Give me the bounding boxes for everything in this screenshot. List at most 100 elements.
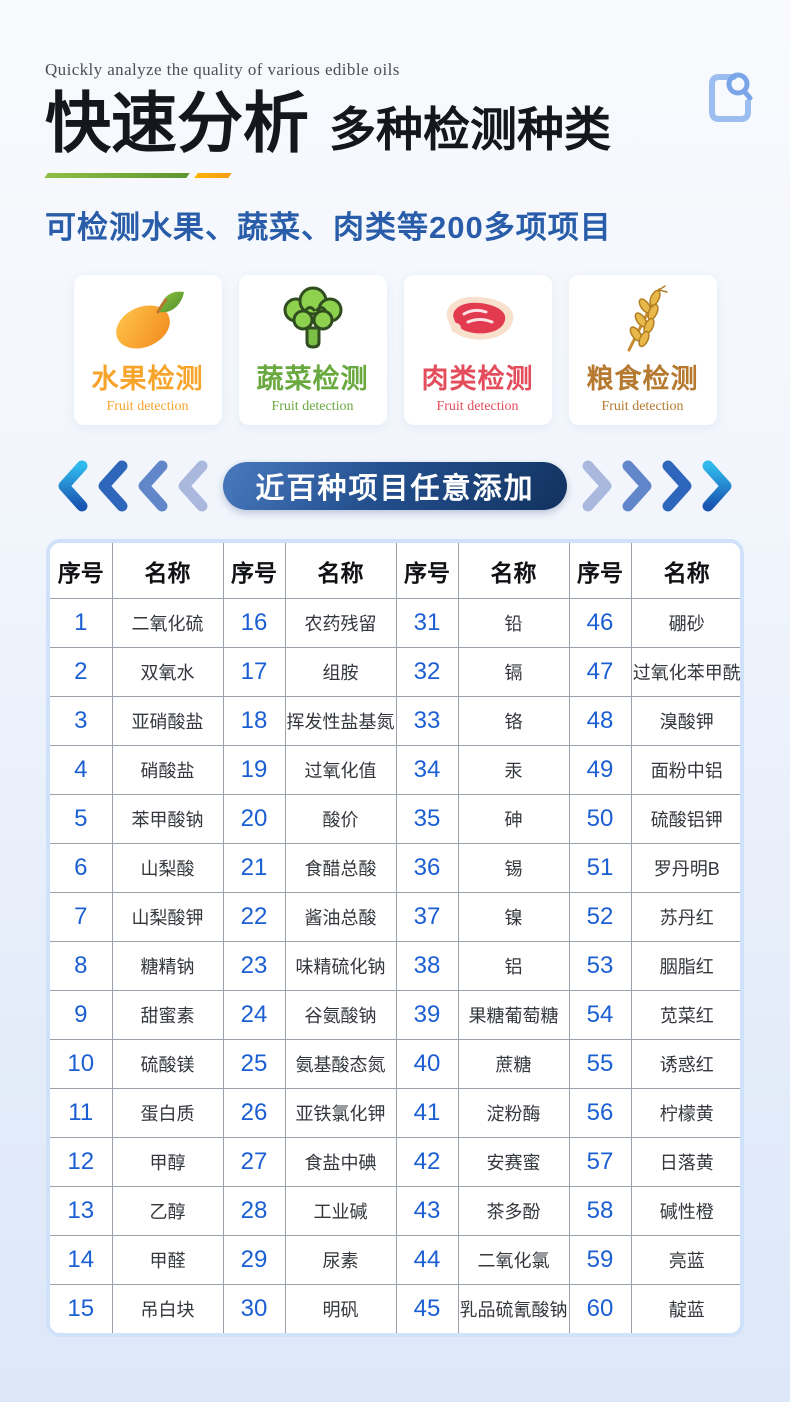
item-name-cell: 果糖葡萄糖 [457,989,570,1040]
item-number-cell: 28 [222,1185,286,1236]
chevron-left-icon [58,460,88,512]
item-name-cell: 硝酸盐 [111,744,224,795]
card-fruit-detection: 水果检测 Fruit detection [73,275,222,426]
broccoli-icon [281,285,345,353]
item-number-cell: 47 [568,646,632,697]
item-name-cell: 二氧化氯 [457,1234,570,1285]
card-grain-detection: 粮食检测 Fruit detection [568,275,717,426]
sub-headline: 可检测水果、蔬菜、肉类等200多项项目 [45,210,612,246]
item-number-cell: 48 [568,695,632,746]
item-number-cell: 59 [568,1234,632,1285]
item-number-cell: 4 [50,744,113,795]
item-number-cell: 25 [222,1038,286,1089]
page-title-sub: 多种检测种类 [329,105,611,157]
item-number-cell: 60 [568,1283,632,1334]
item-number-cell: 58 [568,1185,632,1236]
item-name-cell: 甲醇 [111,1136,224,1187]
detection-table-body: 1 二氧化硫 16 农药残留 31 铅 46 硼砂 2 双氧水 17 组胺 32 镉 47 过氧化苯甲酰 3 亚硝… [50,597,740,1334]
item-name-cell: 汞 [457,744,570,795]
item-number-cell: 51 [568,842,632,893]
item-name-cell: 山梨酸钾 [111,891,224,942]
item-number-cell: 24 [222,989,286,1040]
item-name-cell: 碱性橙 [630,1185,740,1236]
item-name-cell: 甲醛 [111,1234,224,1285]
item-name-cell: 食醋总酸 [284,842,397,893]
item-name-cell: 食盐中碘 [284,1136,397,1187]
item-number-cell: 19 [222,744,286,795]
item-name-cell: 硼砂 [630,597,740,648]
item-name-cell: 安赛蜜 [457,1136,570,1187]
ribbon-pill: 近百种项目任意添加 [223,462,567,511]
item-name-cell: 工业碱 [284,1185,397,1236]
table-header-cell: 序号 [568,543,632,599]
item-number-cell: 50 [568,793,632,844]
chevron-right-icon [662,460,692,512]
table-row: 6 山梨酸 21 食醋总酸 36 锡 51 罗丹明B [50,842,740,893]
item-number-cell: 55 [568,1038,632,1089]
card-meat-detection: 肉类检测 Fruit detection [403,275,552,426]
item-number-cell: 39 [395,989,459,1040]
item-number-cell: 13 [50,1185,113,1236]
table-row: 7 山梨酸钾 22 酱油总酸 37 镍 52 苏丹红 [50,891,740,942]
card-subtitle: Fruit detection [271,399,354,415]
item-number-cell: 44 [395,1234,459,1285]
item-name-cell: 乙醇 [111,1185,224,1236]
item-name-cell: 罗丹明B [630,842,740,893]
item-name-cell: 苋菜红 [630,989,740,1040]
ribbon-row: 近百种项目任意添加 [52,459,738,513]
card-subtitle: Fruit detection [106,399,189,415]
item-name-cell: 过氧化苯甲酰 [630,646,740,697]
table-header-cell: 序号 [395,543,459,599]
item-name-cell: 靛蓝 [630,1283,740,1334]
page-title-main: 快速分析 [45,88,309,161]
item-number-cell: 31 [395,597,459,648]
table-header-cell: 名称 [457,543,570,599]
item-number-cell: 52 [568,891,632,942]
table-row: 11 蛋白质 26 亚铁氯化钾 41 淀粉酶 56 柠檬黄 [50,1087,740,1138]
item-number-cell: 8 [50,940,113,991]
page-title: 快速分析 多种检测种类 [0,88,790,161]
item-number-cell: 56 [568,1087,632,1138]
title-underline [44,173,790,179]
item-name-cell: 氨基酸态氮 [284,1038,397,1089]
card-title: 肉类检测 [421,364,534,395]
item-number-cell: 23 [222,940,286,991]
card-subtitle: Fruit detection [601,399,684,415]
item-number-cell: 5 [50,793,113,844]
item-name-cell: 二氧化硫 [111,597,224,648]
item-number-cell: 29 [222,1234,286,1285]
chevron-right-icon [702,460,732,512]
table-row: 4 硝酸盐 19 过氧化值 34 汞 49 面粉中铝 [50,744,740,795]
item-number-cell: 32 [395,646,459,697]
meat-icon [436,285,520,353]
item-number-cell: 11 [50,1087,113,1138]
chevron-right-icon [582,460,612,512]
table-header-cell: 名称 [111,543,224,599]
table-row: 3 亚硝酸盐 18 挥发性盐基氮 33 铬 48 溴酸钾 [50,695,740,746]
item-number-cell: 9 [50,989,113,1040]
item-name-cell: 苯甲酸钠 [111,793,224,844]
item-number-cell: 3 [50,695,113,746]
item-number-cell: 37 [395,891,459,942]
item-number-cell: 43 [395,1185,459,1236]
chevron-right-icon [622,460,652,512]
item-number-cell: 35 [395,793,459,844]
item-name-cell: 铬 [457,695,570,746]
item-number-cell: 27 [222,1136,286,1187]
item-name-cell: 谷氨酸钠 [284,989,397,1040]
item-name-cell: 硫酸镁 [111,1038,224,1089]
table-row: 15 吊白块 30 明矾 45 乳品硫氰酸钠 60 靛蓝 [50,1283,740,1334]
item-number-cell: 33 [395,695,459,746]
chevron-left-icon [178,460,208,512]
item-name-cell: 苏丹红 [630,891,740,942]
chevron-left-icon [138,460,168,512]
item-number-cell: 38 [395,940,459,991]
item-name-cell: 溴酸钾 [630,695,740,746]
item-number-cell: 17 [222,646,286,697]
item-name-cell: 过氧化值 [284,744,397,795]
item-number-cell: 14 [50,1234,113,1285]
card-title: 蔬菜检测 [256,364,369,395]
item-number-cell: 54 [568,989,632,1040]
english-tagline: Quickly analyze the quality of various e… [45,60,400,79]
